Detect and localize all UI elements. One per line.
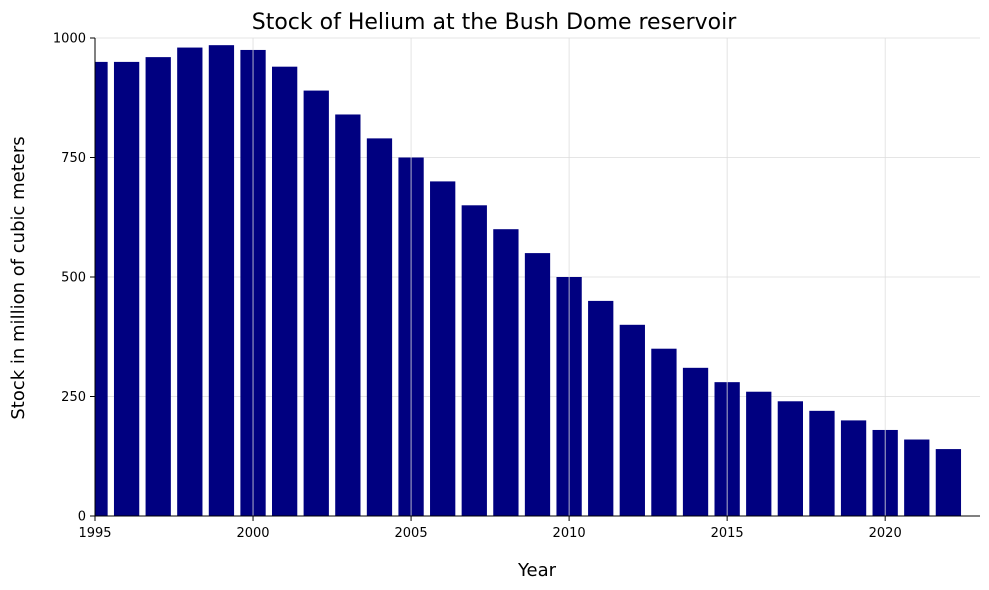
bar-2017 [777, 401, 803, 516]
x-tick-label: 2005 [395, 526, 428, 541]
bar-2011 [588, 300, 614, 516]
bar-2006 [430, 181, 456, 516]
bar-2001 [272, 66, 298, 517]
bar-2004 [366, 138, 393, 516]
bar-2022 [935, 449, 962, 516]
bar-1996 [113, 61, 140, 517]
bar-2014 [682, 367, 709, 516]
y-tick-label: 1000 [53, 32, 86, 47]
x-tick-label: 1995 [78, 526, 111, 541]
bar-2021 [904, 439, 930, 516]
bars-layer [82, 45, 962, 517]
bar-2013 [651, 348, 677, 516]
chart-title: Stock of Helium at the Bush Dome reservo… [252, 10, 737, 35]
bar-2002 [303, 90, 329, 516]
bar-2012 [619, 324, 645, 516]
bar-2016 [746, 391, 772, 516]
bar-1999 [208, 45, 235, 517]
y-tick-label: 750 [61, 151, 86, 166]
bar-2008 [493, 229, 519, 516]
bar-2018 [809, 410, 835, 516]
bar-2009 [524, 253, 551, 516]
bar-1998 [177, 47, 203, 517]
bar-1997 [145, 57, 171, 517]
x-axis-label: Year [517, 560, 557, 581]
y-axis-label: Stock in million of cubic meters [8, 136, 29, 419]
x-tick-label: 2015 [711, 526, 744, 541]
y-tick-label: 0 [78, 510, 86, 525]
x-tick-label: 2000 [236, 526, 269, 541]
axes-layer: 0 250 500 750 1000 1995 2000 2005 2010 2015 2020 [0, 32, 980, 541]
bar-2019 [840, 420, 867, 516]
x-tick-label: 2010 [553, 526, 586, 541]
bar-2007 [461, 205, 487, 517]
bar-2003 [335, 114, 361, 516]
y-tick-label: 500 [61, 271, 86, 286]
x-tick-label: 2020 [869, 526, 902, 541]
y-tick-label: 250 [61, 390, 86, 405]
left-margin-mask [0, 38, 95, 517]
